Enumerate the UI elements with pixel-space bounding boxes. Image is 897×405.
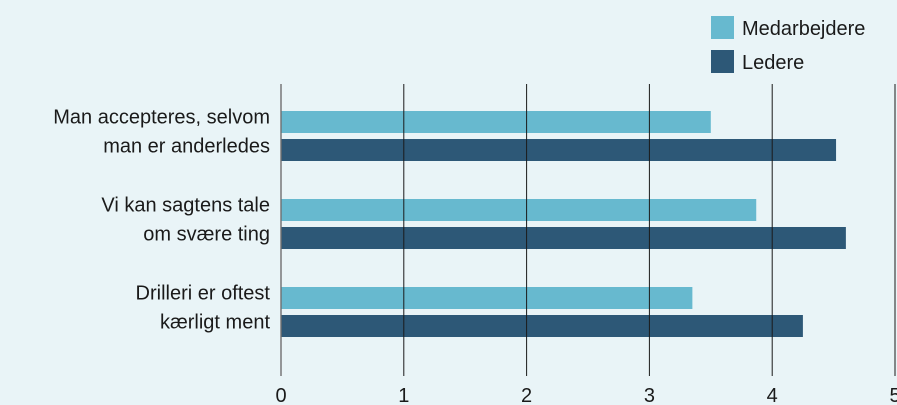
bar-medarbejdere-0 bbox=[281, 111, 711, 133]
legend-swatch-ledere bbox=[711, 50, 734, 73]
category-label-line: Vi kan sagtens tale bbox=[101, 195, 270, 217]
category-label-2: Drilleri er oftest kærligt ment bbox=[136, 283, 271, 334]
category-label-0: Man accepteres, selvom man er anderledes bbox=[53, 107, 270, 158]
legend-label-ledere: Ledere bbox=[742, 52, 804, 74]
bars bbox=[281, 111, 846, 337]
x-tick-label-1: 1 bbox=[398, 385, 409, 405]
bar-medarbejdere-1 bbox=[281, 199, 757, 221]
gridlines bbox=[280, 84, 896, 376]
x-tick-label-2: 2 bbox=[521, 385, 532, 405]
legend-label-medarbejdere: Medarbejdere bbox=[742, 18, 865, 40]
bar-medarbejdere-2 bbox=[281, 287, 693, 309]
bar-ledere-2 bbox=[281, 315, 803, 337]
legend-swatch-medarbejdere bbox=[711, 16, 734, 39]
bar-ledere-0 bbox=[281, 139, 837, 161]
category-label-line: om svære ting bbox=[143, 224, 270, 246]
category-label-line: Man accepteres, selvom bbox=[53, 107, 270, 129]
category-label-line: man er anderledes bbox=[103, 136, 270, 158]
x-tick-labels: 0 1 2 3 4 5 bbox=[275, 385, 897, 405]
x-tick-label-0: 0 bbox=[275, 385, 286, 405]
category-label-1: Vi kan sagtens tale om svære ting bbox=[101, 195, 270, 246]
category-label-line: kærligt ment bbox=[160, 312, 270, 334]
bar-ledere-1 bbox=[281, 227, 846, 249]
x-tick-label-3: 3 bbox=[644, 385, 655, 405]
category-labels: Man accepteres, selvom man er anderledes V… bbox=[53, 107, 270, 334]
category-label-line: Drilleri er oftest bbox=[136, 283, 271, 305]
x-tick-label-4: 4 bbox=[767, 385, 778, 405]
x-tick-label-5: 5 bbox=[889, 385, 897, 405]
legend: Medarbejdere Ledere bbox=[711, 16, 865, 74]
